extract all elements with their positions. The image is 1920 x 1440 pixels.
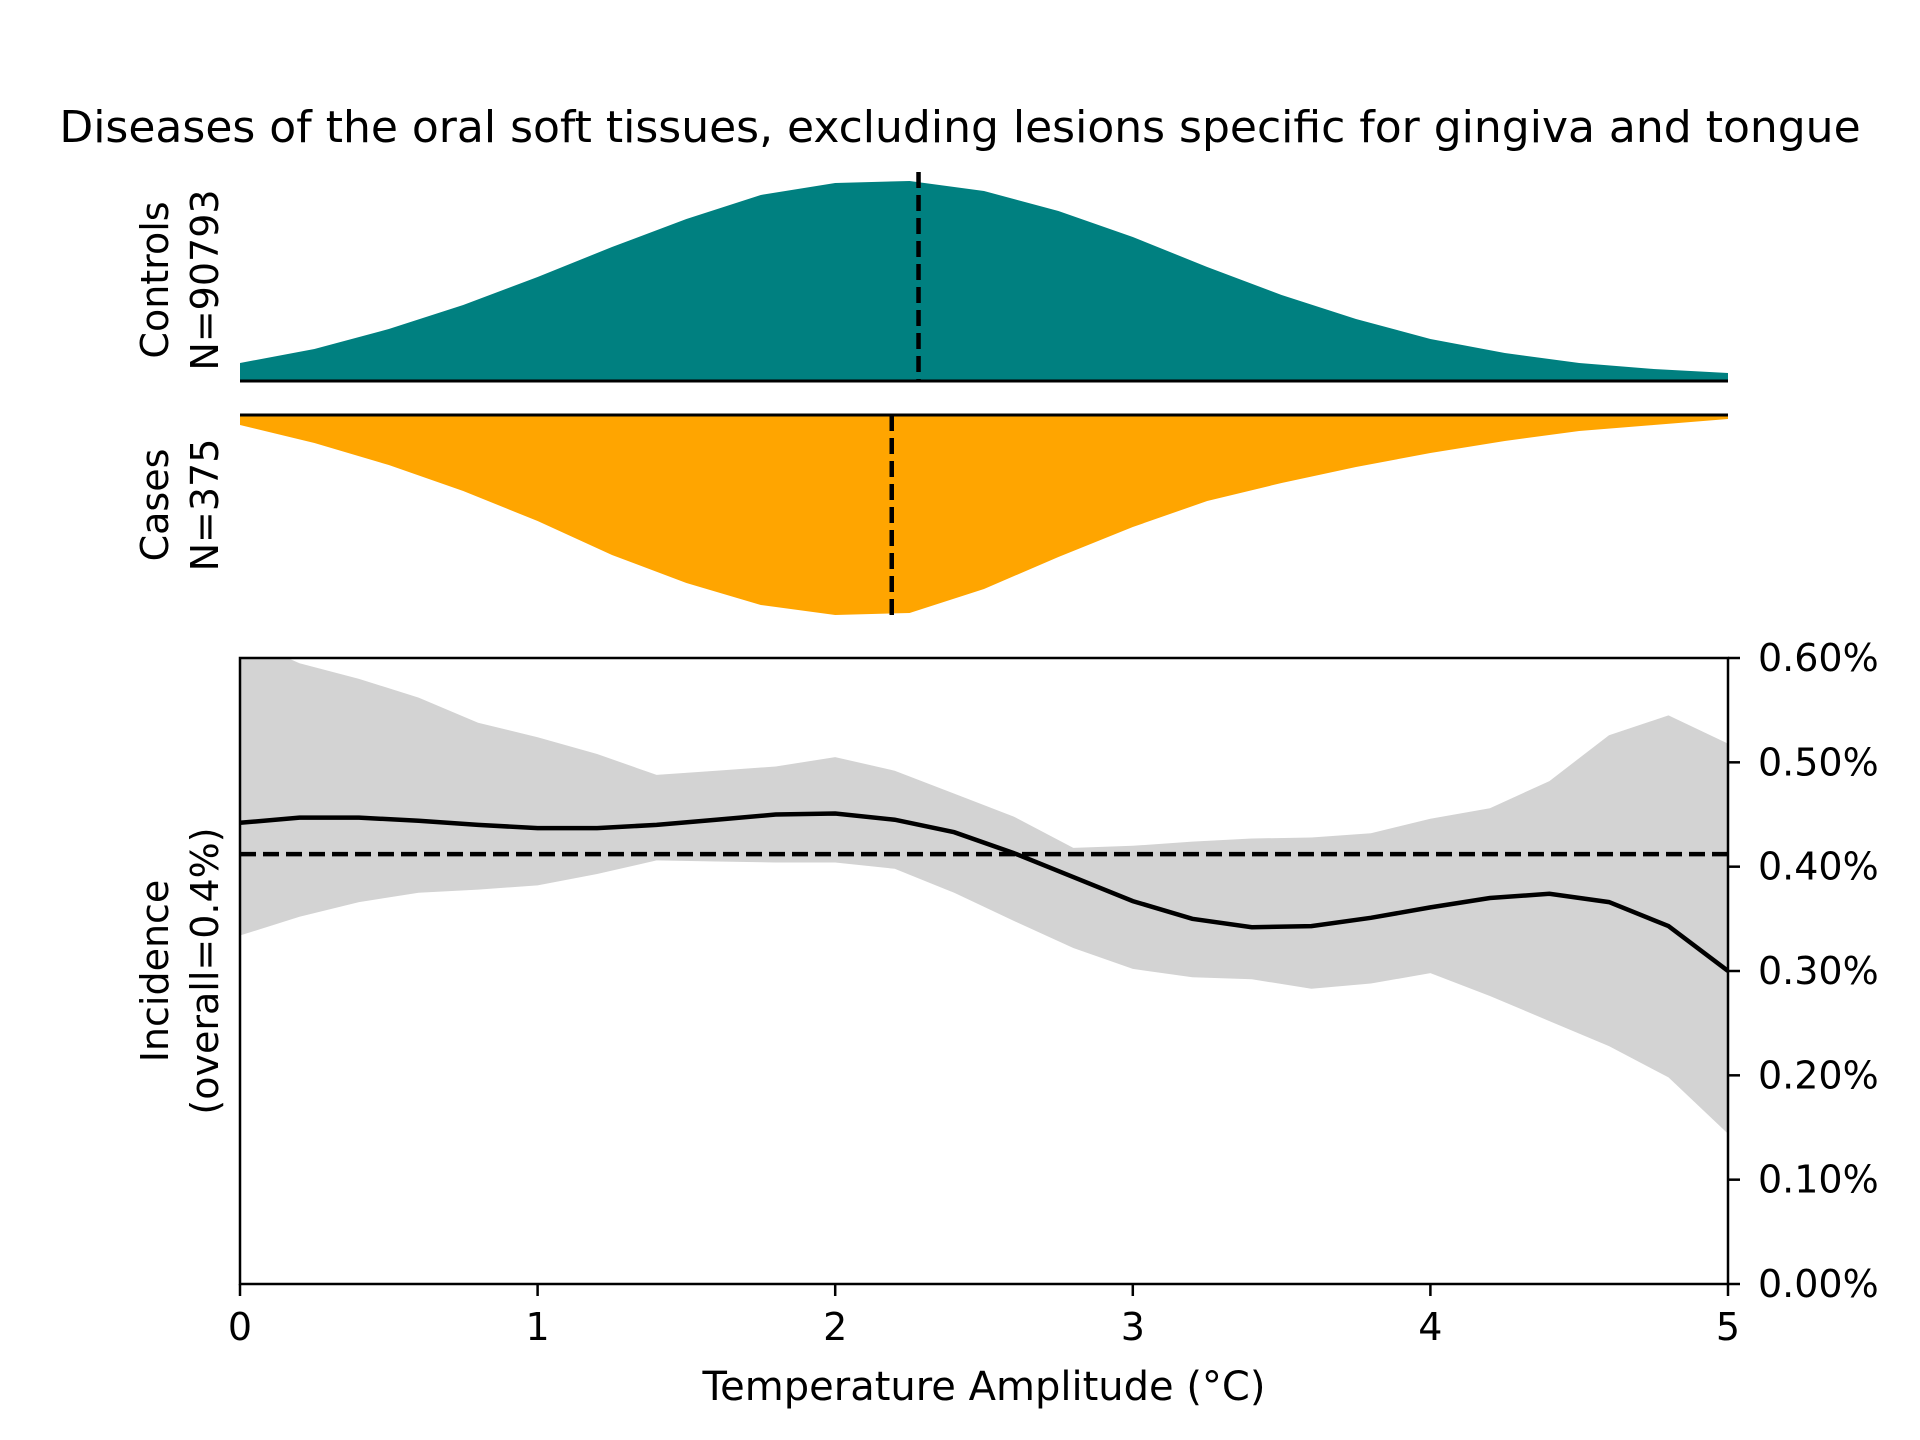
controls-label: Controls xyxy=(133,201,177,358)
y-tick-label: 0.60% xyxy=(1758,636,1879,680)
confidence-band xyxy=(240,658,1728,1134)
x-tick-label: 5 xyxy=(1716,1305,1740,1349)
x-tick-label: 2 xyxy=(823,1305,847,1349)
y-tick-label: 0.20% xyxy=(1758,1053,1879,1097)
controls-panel: Controls N=90793 xyxy=(133,172,1728,383)
cases-n-label: N=375 xyxy=(183,439,227,572)
incidence-sub-label: (overall=0.4%) xyxy=(183,827,227,1114)
y-axis: 0.00% 0.10% 0.20% 0.30% 0.40% 0.50% 0.60% xyxy=(1728,636,1879,1306)
controls-density-area xyxy=(240,181,1728,381)
y-tick-label: 0.30% xyxy=(1758,949,1879,993)
x-tick-label: 3 xyxy=(1121,1305,1145,1349)
cases-label: Cases xyxy=(133,449,177,562)
x-axis-label: Temperature Amplitude (°C) xyxy=(702,1364,1266,1410)
x-axis: 0 1 2 3 4 5 xyxy=(228,1284,1740,1349)
y-tick-label: 0.40% xyxy=(1758,845,1879,889)
cases-panel: Cases N=375 xyxy=(133,413,1728,622)
incidence-panel: 0 1 2 3 4 5 0.00% 0.10% 0.20% 0.30% 0.40% 0.50% 0.6… xyxy=(133,636,1879,1410)
y-tick-label: 0.50% xyxy=(1758,740,1879,784)
x-tick-label: 4 xyxy=(1418,1305,1442,1349)
controls-n-label: N=90793 xyxy=(183,189,227,370)
incidence-line xyxy=(240,811,1728,973)
chart-title: Diseases of the oral soft tissues, exclu… xyxy=(59,102,1860,153)
x-tick-label: 1 xyxy=(526,1305,550,1349)
x-tick-label: 0 xyxy=(228,1305,252,1349)
y-tick-label: 0.00% xyxy=(1758,1262,1879,1306)
incidence-label: Incidence xyxy=(133,880,177,1063)
y-tick-label: 0.10% xyxy=(1758,1158,1879,1202)
cases-density-area xyxy=(240,415,1728,615)
